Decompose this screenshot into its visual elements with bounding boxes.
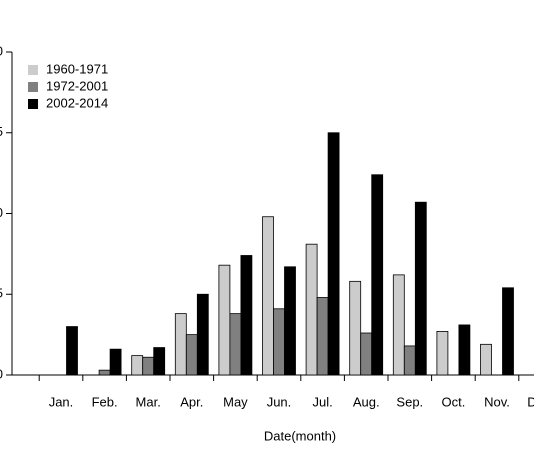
x-tick-label: Aug. xyxy=(353,394,380,409)
bar xyxy=(66,326,78,376)
bar xyxy=(327,132,340,376)
x-tick-label: Oct. xyxy=(441,394,465,409)
bar xyxy=(414,201,427,376)
bar xyxy=(98,369,111,376)
bar xyxy=(305,243,318,376)
bar xyxy=(436,330,449,376)
bar xyxy=(262,216,274,376)
legend-swatch xyxy=(28,82,38,92)
x-tick-label: Apr. xyxy=(180,394,203,409)
bar xyxy=(109,348,122,376)
bar xyxy=(392,274,405,376)
bar xyxy=(273,308,285,376)
bar xyxy=(284,266,296,376)
bar xyxy=(185,334,198,376)
x-tick-label: Jul. xyxy=(312,394,332,409)
bar xyxy=(131,355,144,376)
x-tick-label: Feb. xyxy=(92,394,118,409)
bar xyxy=(458,324,471,376)
bar xyxy=(196,293,209,376)
x-tick-label: May xyxy=(223,394,248,409)
legend-label: 1972-2001 xyxy=(46,78,108,93)
x-tick-label: Jun. xyxy=(267,394,292,409)
y-tick-label: 10 xyxy=(0,205,3,220)
bar xyxy=(153,347,166,376)
legend-swatch xyxy=(28,99,38,109)
bar xyxy=(403,345,416,376)
bar xyxy=(218,264,231,376)
bar xyxy=(480,343,492,376)
y-tick-label: 20 xyxy=(0,43,3,58)
x-tick-label: Dec. xyxy=(527,394,534,409)
x-axis-label: Date(month) xyxy=(264,428,336,443)
bar xyxy=(229,313,242,376)
y-tick-label: 15 xyxy=(0,124,3,139)
x-tick-label: Sep. xyxy=(396,394,423,409)
x-tick-label: Mar. xyxy=(136,394,161,409)
bar xyxy=(316,297,329,376)
bar xyxy=(360,332,373,376)
legend-swatch xyxy=(28,65,38,75)
x-tick-label: Jan. xyxy=(49,394,74,409)
y-tick-label: 0 xyxy=(0,366,3,381)
legend-label: 2002-2014 xyxy=(46,95,108,110)
bar xyxy=(174,313,187,376)
y-tick-label: 5 xyxy=(0,286,3,301)
bar xyxy=(502,287,514,376)
bar xyxy=(240,255,253,376)
bar xyxy=(371,174,384,376)
bar xyxy=(142,356,155,376)
legend-label: 1960-1971 xyxy=(46,61,108,76)
bar xyxy=(349,280,362,376)
x-tick-label: Nov. xyxy=(484,394,510,409)
